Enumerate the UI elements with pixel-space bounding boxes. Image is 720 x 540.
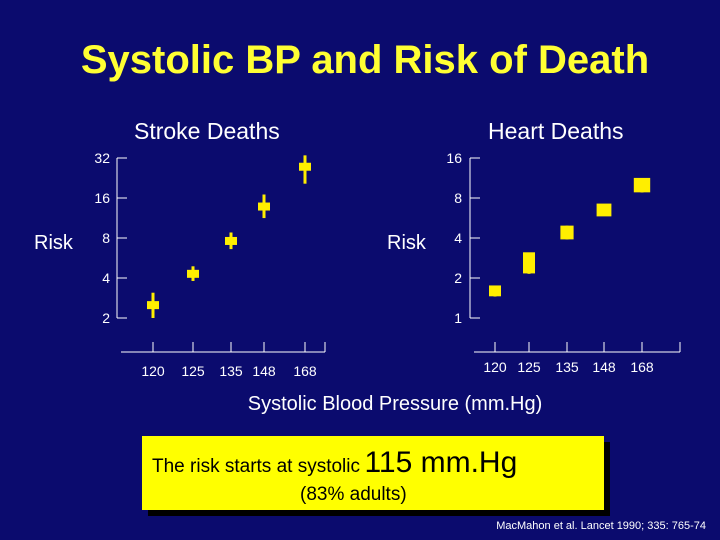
heart-data-point <box>489 285 501 297</box>
heart-x-tick-label: 120 <box>483 359 507 375</box>
stroke-data-point <box>147 301 159 310</box>
stroke-data-point <box>225 236 237 245</box>
stroke-x-tick-label: 135 <box>219 363 243 379</box>
stroke-x-tick-label: 125 <box>181 363 205 379</box>
heart-x-tick-label: 168 <box>630 359 654 375</box>
heart-y-tick-label: 2 <box>454 270 462 286</box>
heart-x-tick-label: 135 <box>555 359 579 375</box>
stroke-deaths-chart: 2 4 8 16 32 120 125 135 148 168 <box>94 150 326 379</box>
callout-line-2: (83% adults) <box>300 484 407 505</box>
heart-deaths-chart: 1 2 4 8 16 120 125 135 148 168 <box>446 150 681 375</box>
stroke-x-tick-label: 168 <box>293 363 317 379</box>
stroke-y-axis-label: Risk <box>34 232 73 254</box>
heart-y-tick-label: 8 <box>454 190 462 206</box>
stroke-data-point <box>299 162 311 171</box>
heart-data-point <box>633 177 651 193</box>
stroke-data-point <box>258 202 270 211</box>
callout-text-small: The risk starts at systolic <box>152 456 360 477</box>
stroke-x-tick-label: 148 <box>252 363 276 379</box>
heart-data-point <box>560 225 574 240</box>
slide-title: Systolic BP and Risk of Death <box>80 38 650 82</box>
citation: MacMahon et al. Lancet 1990; 335: 765-74 <box>496 520 706 532</box>
heart-y-tick-label: 1 <box>454 310 462 326</box>
heart-y-tick-label: 16 <box>446 150 462 166</box>
heart-y-axis-label: Risk <box>387 232 426 254</box>
stroke-data-point <box>187 269 199 278</box>
stroke-y-tick-label: 16 <box>94 190 110 206</box>
heart-y-tick-label: 4 <box>454 230 462 246</box>
x-axis-label: Systolic Blood Pressure (mm.Hg) <box>247 393 543 415</box>
heart-x-tick-label: 148 <box>592 359 616 375</box>
stroke-y-tick-label: 8 <box>102 230 110 246</box>
stroke-y-tick-label: 2 <box>102 310 110 326</box>
callout-box: The risk starts at systolic 115 mm.Hg (8… <box>142 436 604 510</box>
callout-text-big: 115 mm.Hg <box>364 446 518 479</box>
stroke-y-tick-label: 32 <box>94 150 110 166</box>
stroke-x-tick-label: 120 <box>141 363 165 379</box>
stroke-chart-title: Stroke Deaths <box>134 118 280 144</box>
heart-data-point <box>596 203 612 217</box>
heart-data-point <box>523 252 535 274</box>
stroke-y-tick-label: 4 <box>102 270 110 286</box>
callout-line-1: The risk starts at systolic 115 mm.Hg <box>152 446 517 480</box>
heart-x-tick-label: 125 <box>517 359 541 375</box>
heart-chart-title: Heart Deaths <box>488 118 624 144</box>
